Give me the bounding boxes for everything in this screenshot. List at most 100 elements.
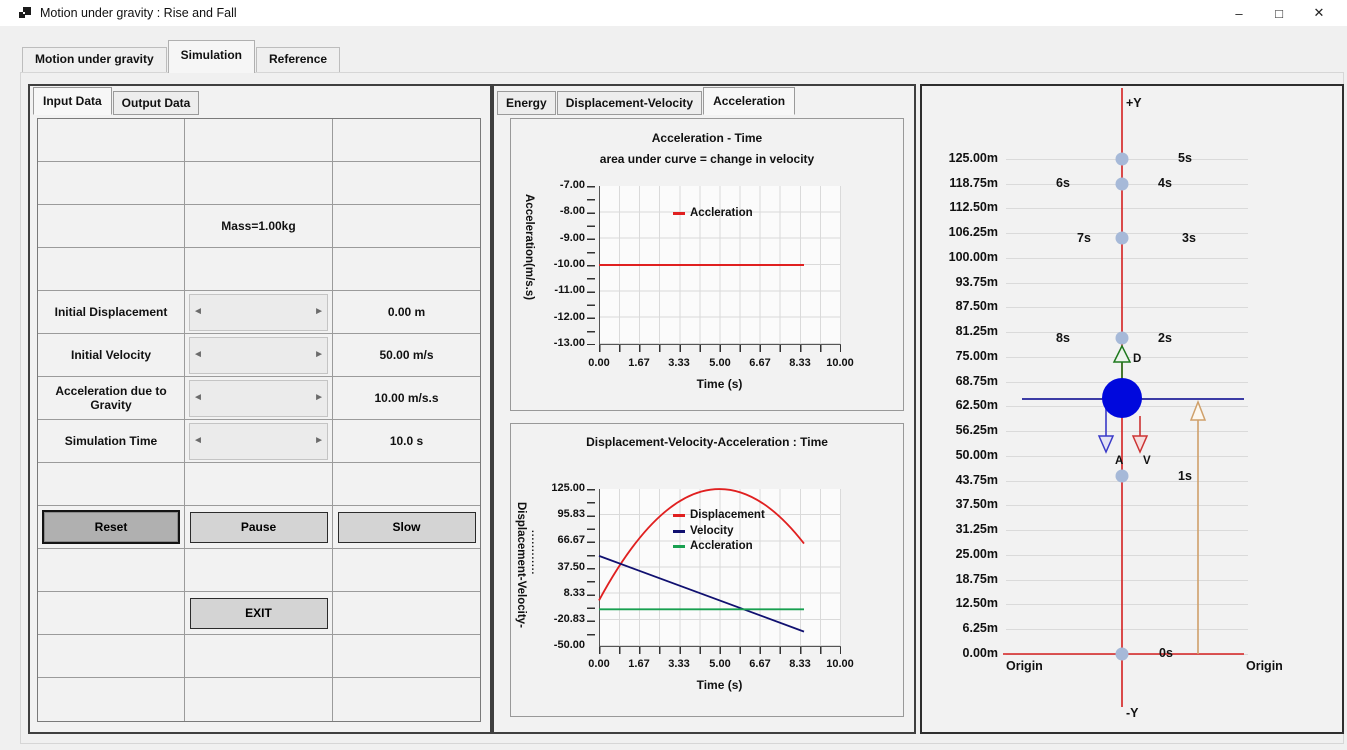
y-tick: 8.33 <box>563 587 585 599</box>
close-button[interactable]: ✕ <box>1313 5 1325 20</box>
gridline <box>1006 456 1248 457</box>
time-label-4s: 4s <box>1158 176 1172 190</box>
x-tick: 10.00 <box>826 357 854 369</box>
scroll-right-icon[interactable]: ► <box>314 435 324 446</box>
x-tick: 8.33 <box>789 658 811 670</box>
gravity-scrollbar[interactable]: ◄ ► <box>189 379 328 417</box>
gravity-label: Acceleration due to Gravity <box>38 377 185 420</box>
tab-input-data[interactable]: Input Data <box>33 87 112 115</box>
simulation-area: 125.00m 118.75m 112.50m 106.25m 100.00m … <box>922 86 1338 728</box>
table-cell <box>38 635 185 678</box>
minus-y-label: -Y <box>1126 706 1139 720</box>
y-tick-marks <box>587 186 595 345</box>
initial-displacement-scrollbar[interactable]: ◄ ► <box>189 293 328 331</box>
scale-label: 87.50m <box>955 299 998 313</box>
table-cell <box>38 549 185 592</box>
acceleration-time-chart: Acceleration - Time area under curve = c… <box>510 118 904 411</box>
scale-label: 106.25m <box>948 225 998 239</box>
table-cell <box>38 463 185 506</box>
table-cell: Reset <box>38 506 185 549</box>
gridline <box>1006 629 1248 630</box>
table-cell <box>185 119 333 162</box>
scroll-left-icon[interactable]: ◄ <box>193 306 203 317</box>
simulation-drawing <box>1003 88 1244 707</box>
x-tick: 0.00 <box>588 357 610 369</box>
scroll-left-icon[interactable]: ◄ <box>193 435 203 446</box>
scale-label: 93.75m <box>955 275 998 289</box>
scroll-right-icon[interactable]: ► <box>314 392 324 403</box>
x-tick: 3.33 <box>668 357 690 369</box>
tab-acceleration[interactable]: Acceleration <box>703 87 796 115</box>
gridline <box>1006 258 1248 259</box>
table-cell <box>333 592 480 635</box>
time-label-6s: 6s <box>1056 176 1070 190</box>
legend-label: Velocity <box>690 525 734 537</box>
legend-dash-red <box>673 513 685 517</box>
table-cell <box>333 678 480 721</box>
table-cell: EXIT <box>185 592 333 635</box>
scale-label: 118.75m <box>949 176 998 190</box>
reset-button[interactable]: Reset <box>42 510 180 544</box>
input-data-table: Mass=1.00kg Initial Displacement ◄ ► 0.0… <box>37 118 481 722</box>
gridline <box>1006 283 1248 284</box>
y-axis-label-dots: ............ <box>529 530 540 576</box>
gridline <box>1006 307 1248 308</box>
y-tick: -13.00 <box>553 337 585 349</box>
scale-label: 100.00m <box>948 250 998 264</box>
simulation-time-scrollbar[interactable]: ◄ ► <box>189 422 328 460</box>
maximize-button[interactable]: □ <box>1275 5 1283 21</box>
height-trace-arrowhead-icon <box>1189 399 1207 421</box>
scroll-left-icon[interactable]: ◄ <box>193 392 203 403</box>
scale-label: 18.75m <box>955 572 998 586</box>
y-tick: -9.00 <box>559 232 585 244</box>
simulation-time-value: 10.0 s <box>333 420 480 463</box>
exit-button[interactable]: EXIT <box>189 597 328 629</box>
table-cell: Pause <box>185 506 333 549</box>
x-tick: 8.33 <box>789 357 811 369</box>
table-cell <box>333 549 480 592</box>
tab-displacement-velocity[interactable]: Displacement-Velocity <box>556 91 703 115</box>
legend-dash-green <box>673 544 685 548</box>
plot-area <box>599 489 841 647</box>
legend-label: Accleration <box>690 540 753 552</box>
table-cell <box>333 463 480 506</box>
scale-label: 0.00m <box>962 646 998 660</box>
ball <box>1102 378 1142 418</box>
initial-velocity-label: Initial Velocity <box>38 334 185 377</box>
chart-tab-strip: Energy Displacement-Velocity Acceleratio… <box>497 87 796 115</box>
time-marker-dot-3s <box>1115 231 1129 245</box>
x-tick-marks <box>599 345 841 352</box>
scroll-left-icon[interactable]: ◄ <box>193 349 203 360</box>
legend-acceleration: Accleration <box>673 540 753 552</box>
table-cell <box>185 162 333 205</box>
dva-series-lines <box>598 488 805 633</box>
tab-simulation[interactable]: Simulation <box>167 40 256 73</box>
plus-y-label: +Y <box>1126 96 1142 110</box>
x-tick: 1.67 <box>628 357 650 369</box>
scroll-right-icon[interactable]: ► <box>314 349 324 360</box>
tab-energy[interactable]: Energy <box>497 91 556 115</box>
origin-label-left: Origin <box>1006 659 1043 673</box>
gridline <box>1006 208 1248 209</box>
acceleration-arrow-label: A <box>1115 455 1124 467</box>
y-tick: 66.67 <box>557 534 585 546</box>
gridline <box>1006 332 1248 333</box>
scroll-right-icon[interactable]: ► <box>314 306 324 317</box>
slow-button[interactable]: Slow <box>337 511 476 543</box>
tab-reference[interactable]: Reference <box>256 47 341 73</box>
time-marker-dot-0s <box>1115 647 1129 661</box>
acceleration-series-line <box>599 264 804 266</box>
legend-dash-red <box>673 211 685 215</box>
scale-label: 43.75m <box>955 473 998 487</box>
initial-velocity-scrollbar[interactable]: ◄ ► <box>189 336 328 374</box>
table-cell <box>185 463 333 506</box>
tab-output-data[interactable]: Output Data <box>112 91 200 115</box>
table-cell <box>185 248 333 291</box>
pause-button[interactable]: Pause <box>189 511 328 543</box>
x-tick: 5.00 <box>709 357 731 369</box>
minimize-button[interactable]: – <box>1235 5 1243 21</box>
table-cell <box>38 248 185 291</box>
gridline <box>1006 580 1248 581</box>
tab-motion-under-gravity[interactable]: Motion under gravity <box>22 47 167 73</box>
